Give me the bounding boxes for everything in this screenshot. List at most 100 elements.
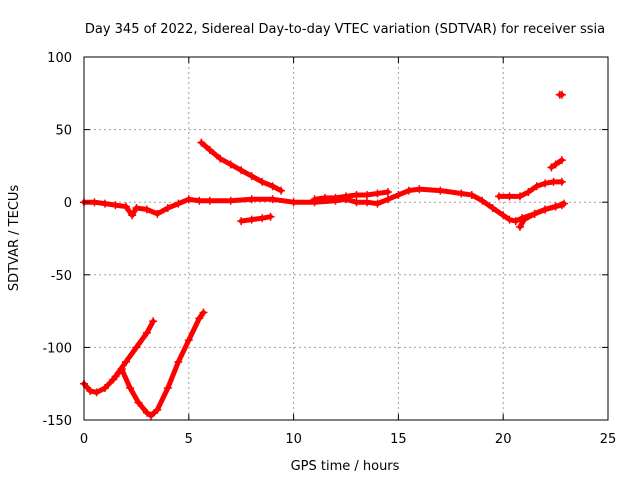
- x-tick-label: 25: [600, 432, 617, 447]
- series-trace-2: [119, 310, 206, 419]
- data-point: [163, 204, 172, 213]
- data-point: [237, 166, 246, 175]
- data-point: [147, 411, 156, 420]
- data-point: [310, 195, 319, 204]
- data-point: [258, 177, 267, 186]
- data-point: [247, 215, 256, 224]
- data-point: [247, 195, 256, 204]
- data-point: [373, 199, 382, 208]
- data-point: [505, 215, 514, 224]
- data-point: [266, 212, 275, 221]
- data-point: [551, 202, 560, 211]
- data-point: [134, 398, 143, 407]
- data-point: [216, 154, 225, 163]
- data-point: [247, 172, 256, 181]
- x-axis-label: GPS time / hours: [291, 459, 400, 474]
- data-point: [511, 217, 520, 226]
- data-point: [90, 198, 99, 207]
- data-point: [331, 193, 340, 202]
- y-tick-label: -50: [51, 269, 72, 284]
- data-point: [258, 214, 267, 223]
- data-point: [342, 192, 350, 201]
- data-point: [277, 186, 286, 195]
- data-point: [495, 192, 504, 201]
- data-point: [352, 198, 361, 207]
- data-point: [557, 177, 566, 186]
- data-point: [352, 190, 361, 199]
- data-point: [478, 196, 487, 205]
- data-point: [383, 188, 392, 197]
- data-point: [142, 205, 151, 214]
- data-point: [86, 386, 95, 395]
- data-point: [520, 215, 529, 224]
- data-point: [197, 138, 206, 147]
- data-point: [532, 182, 541, 191]
- data-point: [394, 190, 403, 199]
- data-point: [547, 163, 556, 172]
- series-trace-9: [496, 179, 565, 199]
- data-point: [205, 196, 214, 205]
- data-point: [121, 357, 130, 366]
- grid-lines: [84, 57, 608, 420]
- y-axis-label: SDTVAR / TECUs: [7, 185, 22, 292]
- data-series: [80, 90, 568, 420]
- data-point: [153, 405, 162, 414]
- data-point: [505, 192, 514, 201]
- series-trace-6: [81, 186, 565, 224]
- data-point: [195, 314, 204, 323]
- data-point: [559, 199, 568, 208]
- data-point: [488, 204, 497, 213]
- data-point: [515, 222, 524, 231]
- data-point: [362, 190, 371, 199]
- x-tick-label: 20: [495, 432, 512, 447]
- data-point: [557, 156, 566, 165]
- data-point: [530, 209, 539, 218]
- data-point: [541, 205, 550, 214]
- data-point: [226, 196, 235, 205]
- data-point: [100, 384, 109, 393]
- data-point: [499, 211, 508, 220]
- data-point: [142, 328, 151, 337]
- y-tick-label: 0: [64, 196, 72, 211]
- data-point: [132, 204, 141, 213]
- data-point: [549, 177, 558, 186]
- data-point: [184, 336, 193, 345]
- data-point: [174, 357, 183, 366]
- data-point: [149, 317, 158, 326]
- data-point: [226, 160, 235, 169]
- data-point: [268, 182, 277, 191]
- data-point: [199, 308, 208, 317]
- data-point: [92, 388, 101, 397]
- data-point: [467, 190, 476, 199]
- data-point: [551, 160, 560, 169]
- data-point: [373, 189, 382, 198]
- data-point: [174, 199, 183, 208]
- data-point: [237, 217, 246, 226]
- data-point: [268, 195, 277, 204]
- data-point: [128, 211, 137, 220]
- x-tick-label: 5: [185, 432, 193, 447]
- data-point: [289, 198, 298, 207]
- x-tick-label: 0: [80, 432, 88, 447]
- data-point: [515, 192, 524, 201]
- data-point: [121, 202, 130, 211]
- data-point: [111, 372, 120, 381]
- data-point: [404, 186, 413, 195]
- data-point: [524, 188, 533, 197]
- data-point: [436, 186, 445, 195]
- data-point: [457, 189, 466, 198]
- data-point: [153, 209, 162, 218]
- data-point: [557, 90, 566, 99]
- series-trace-5: [238, 214, 274, 224]
- x-tick-label: 15: [390, 432, 407, 447]
- data-point: [142, 408, 151, 417]
- data-point: [362, 198, 371, 207]
- data-point: [383, 195, 392, 204]
- axis-ticks: 0 5 10 15 20 25 -150 -100 -50 0 50 100: [42, 51, 616, 447]
- data-point: [132, 343, 141, 352]
- plot-frame: [83, 56, 609, 421]
- data-point: [126, 384, 135, 393]
- data-point: [100, 199, 109, 208]
- data-point: [205, 145, 214, 154]
- y-tick-label: -100: [42, 341, 72, 356]
